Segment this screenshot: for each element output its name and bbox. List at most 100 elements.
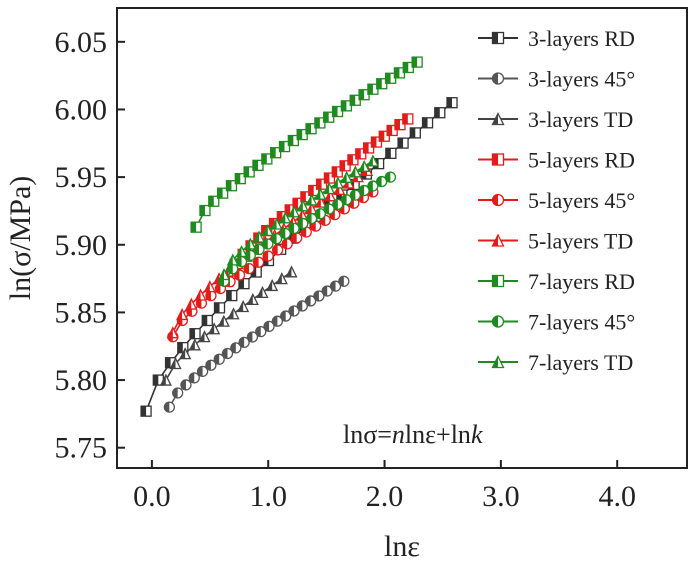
legend-item: 3-layers 45° bbox=[478, 67, 635, 92]
data-point bbox=[270, 217, 283, 230]
data-point bbox=[252, 256, 265, 268]
data-point bbox=[261, 153, 273, 165]
data-point bbox=[279, 211, 292, 224]
x-tick-label: 0.0 bbox=[133, 480, 171, 513]
equation-annotation: lnσ=nlnε+lnk bbox=[343, 420, 483, 449]
data-point bbox=[280, 310, 292, 322]
x-axis-title: lnε bbox=[384, 530, 420, 563]
data-point bbox=[288, 205, 301, 218]
data-point bbox=[194, 288, 207, 301]
y-tick-label: 5.80 bbox=[55, 364, 108, 397]
data-point bbox=[296, 199, 309, 212]
data-point bbox=[314, 208, 326, 220]
data-point bbox=[288, 222, 300, 235]
data-point bbox=[255, 326, 267, 338]
legend-label: 7-layers RD bbox=[528, 269, 635, 294]
data-point bbox=[291, 232, 303, 244]
data-point bbox=[370, 136, 383, 148]
data-point bbox=[314, 187, 327, 200]
series bbox=[217, 154, 379, 281]
data-point bbox=[402, 113, 414, 125]
data-point bbox=[213, 302, 226, 314]
data-point bbox=[172, 387, 184, 399]
data-point bbox=[275, 272, 288, 285]
data-point bbox=[217, 314, 230, 327]
data-point bbox=[253, 230, 266, 243]
data-point bbox=[226, 253, 239, 266]
data-point bbox=[315, 178, 328, 190]
data-point bbox=[314, 117, 326, 129]
data-point bbox=[331, 176, 344, 189]
data-point bbox=[358, 184, 370, 197]
data-point bbox=[221, 347, 234, 360]
series bbox=[190, 56, 423, 233]
data-point bbox=[246, 292, 259, 306]
data-point bbox=[216, 187, 229, 199]
y-tick-label: 5.75 bbox=[55, 432, 108, 465]
y-tick-label: 6.05 bbox=[55, 26, 108, 59]
data-point bbox=[270, 233, 283, 245]
legend-item: 3-layers RD bbox=[478, 26, 635, 51]
data-point bbox=[305, 123, 317, 135]
data-point bbox=[288, 305, 300, 317]
data-point bbox=[159, 373, 172, 386]
data-point bbox=[234, 173, 246, 185]
data-point bbox=[411, 56, 423, 68]
data-point bbox=[362, 142, 375, 154]
data-point bbox=[180, 379, 192, 391]
data-point bbox=[252, 159, 264, 171]
legend-label: 5-layers RD bbox=[528, 148, 635, 173]
data-point bbox=[230, 342, 242, 354]
legend-marker bbox=[491, 72, 505, 85]
data-point bbox=[339, 160, 351, 172]
equation-mid: lnε+ln bbox=[405, 420, 471, 449]
data-point bbox=[313, 290, 325, 302]
data-point bbox=[208, 195, 220, 207]
data-point bbox=[163, 401, 175, 413]
equation-k: k bbox=[471, 420, 483, 449]
series bbox=[140, 97, 458, 417]
y-tick-label: 5.85 bbox=[55, 296, 108, 329]
data-point bbox=[203, 280, 216, 293]
x-tick-label: 2.0 bbox=[366, 480, 404, 513]
data-point bbox=[434, 107, 446, 119]
data-point bbox=[281, 238, 293, 250]
data-point bbox=[225, 180, 238, 192]
data-point bbox=[261, 223, 274, 237]
data-point bbox=[349, 165, 362, 178]
data-point bbox=[308, 184, 320, 197]
data-point bbox=[323, 203, 335, 215]
data-point bbox=[263, 320, 275, 333]
data-point bbox=[331, 166, 343, 178]
legend-label: 7-layers 45° bbox=[528, 310, 635, 335]
data-point bbox=[355, 148, 367, 160]
legend-label: 5-layers TD bbox=[528, 229, 633, 254]
data-point bbox=[347, 154, 359, 166]
data-point bbox=[297, 217, 309, 230]
legend-marker bbox=[491, 233, 505, 247]
data-point bbox=[199, 204, 211, 217]
data-point bbox=[384, 171, 397, 183]
data-point bbox=[340, 170, 353, 183]
legend-item: 5-layers RD bbox=[478, 148, 635, 173]
data-point bbox=[190, 221, 202, 233]
data-point bbox=[244, 249, 256, 262]
plot-frame bbox=[116, 7, 688, 469]
data-point bbox=[270, 147, 282, 159]
data-point bbox=[262, 250, 274, 262]
legend-item: 7-layers RD bbox=[478, 269, 635, 294]
series-line bbox=[145, 102, 453, 412]
data-point bbox=[262, 238, 274, 250]
legend-marker bbox=[491, 112, 505, 126]
legend-label: 7-layers TD bbox=[528, 350, 633, 375]
legend-marker bbox=[491, 355, 505, 369]
data-point bbox=[244, 237, 257, 250]
legend-label: 3-layers 45° bbox=[528, 67, 635, 92]
series bbox=[163, 275, 350, 413]
data-point bbox=[233, 269, 246, 281]
y-tick-label: 6.00 bbox=[55, 93, 108, 126]
data-point bbox=[321, 285, 333, 297]
legend-marker bbox=[491, 193, 505, 207]
data-point bbox=[375, 175, 388, 188]
